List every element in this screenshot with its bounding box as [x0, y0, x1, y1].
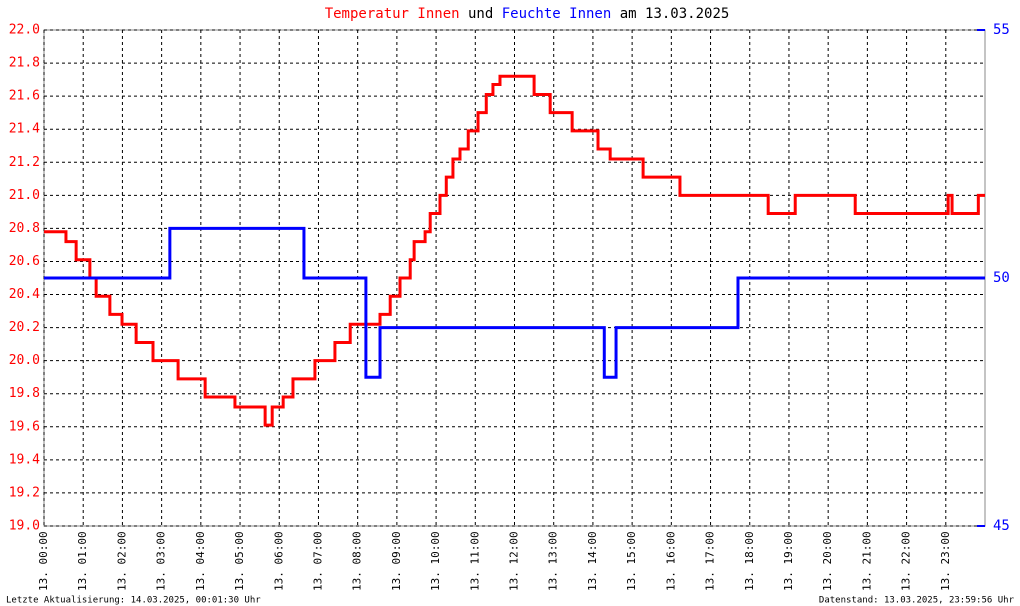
x-tick-label: 13. 01:00	[76, 531, 89, 591]
y-tick-label: 21.8	[9, 56, 40, 71]
y-tick-label: 21.2	[9, 155, 40, 170]
x-tick-label: 13. 13:00	[547, 531, 560, 591]
x-tick-label: 13. 08:00	[351, 531, 364, 591]
x-tick-label: 13. 02:00	[115, 531, 128, 591]
x-tick-label: 13. 21:00	[860, 531, 873, 591]
y-tick-label: 20.2	[9, 320, 40, 335]
y-tick-label: 20.0	[9, 353, 40, 368]
y-tick-label: 19.0	[9, 519, 40, 534]
series-line	[44, 74, 985, 427]
x-tick-label: 13. 00:00	[37, 531, 50, 591]
x-tick-label: 13. 09:00	[390, 531, 403, 591]
x-tick-label: 13. 17:00	[704, 531, 717, 591]
x-tick-label: 13. 04:00	[194, 531, 207, 591]
y-tick-label: 19.8	[9, 386, 40, 401]
y-tick-label: 19.4	[9, 452, 40, 467]
y-tick-label: 20.6	[9, 254, 40, 269]
y-tick-label: 20.4	[9, 287, 40, 302]
x-tick-label: 13. 06:00	[272, 531, 285, 591]
title-part: am 13.03.2025	[620, 6, 730, 22]
x-tick-label: 13. 23:00	[939, 531, 952, 591]
x-tick-label: 13. 16:00	[664, 531, 677, 591]
title-series-1: Temperatur Innen	[325, 6, 460, 22]
x-tick-label: 13. 12:00	[508, 531, 521, 591]
y-tick-label: 21.0	[9, 188, 40, 203]
x-tick-label: 13. 22:00	[900, 531, 913, 591]
y-tick-label: 19.6	[9, 419, 40, 434]
y2-tick-label: 55	[993, 22, 1010, 38]
x-tick-label: 13. 07:00	[311, 531, 324, 591]
y-tick-label: 21.6	[9, 89, 40, 104]
x-tick-label: 13. 14:00	[586, 531, 599, 591]
x-tick-label: 13. 03:00	[155, 531, 168, 591]
x-tick-label: 13. 18:00	[743, 531, 756, 591]
y-tick-label: 22.0	[9, 23, 40, 38]
x-tick-label: 13. 20:00	[821, 531, 834, 591]
y2-tick-label: 50	[993, 270, 1010, 286]
x-tick-label: 13. 15:00	[625, 531, 638, 591]
x-tick-label: 13. 19:00	[782, 531, 795, 591]
y-tick-label: 20.8	[9, 221, 40, 236]
y-tick-label: 21.4	[9, 122, 40, 137]
y-tick-label: 19.2	[9, 485, 40, 500]
footer-left: Letzte Aktualisierung: 14.03.2025, 00:01…	[6, 596, 261, 606]
series-line	[44, 226, 985, 379]
x-tick-label: 13. 11:00	[468, 531, 481, 591]
y2-tick-label: 45	[993, 518, 1010, 534]
footer-right: Datenstand: 13.03.2025, 23:59:56 Uhr	[819, 596, 1015, 606]
title-part: und	[468, 6, 493, 22]
title-series-2: Feuchte Innen	[502, 6, 612, 22]
chart-title: Temperatur Innen und Feuchte Innen am 13…	[325, 6, 730, 22]
x-tick-label: 13. 10:00	[429, 531, 442, 591]
x-tick-label: 13. 05:00	[233, 531, 246, 591]
